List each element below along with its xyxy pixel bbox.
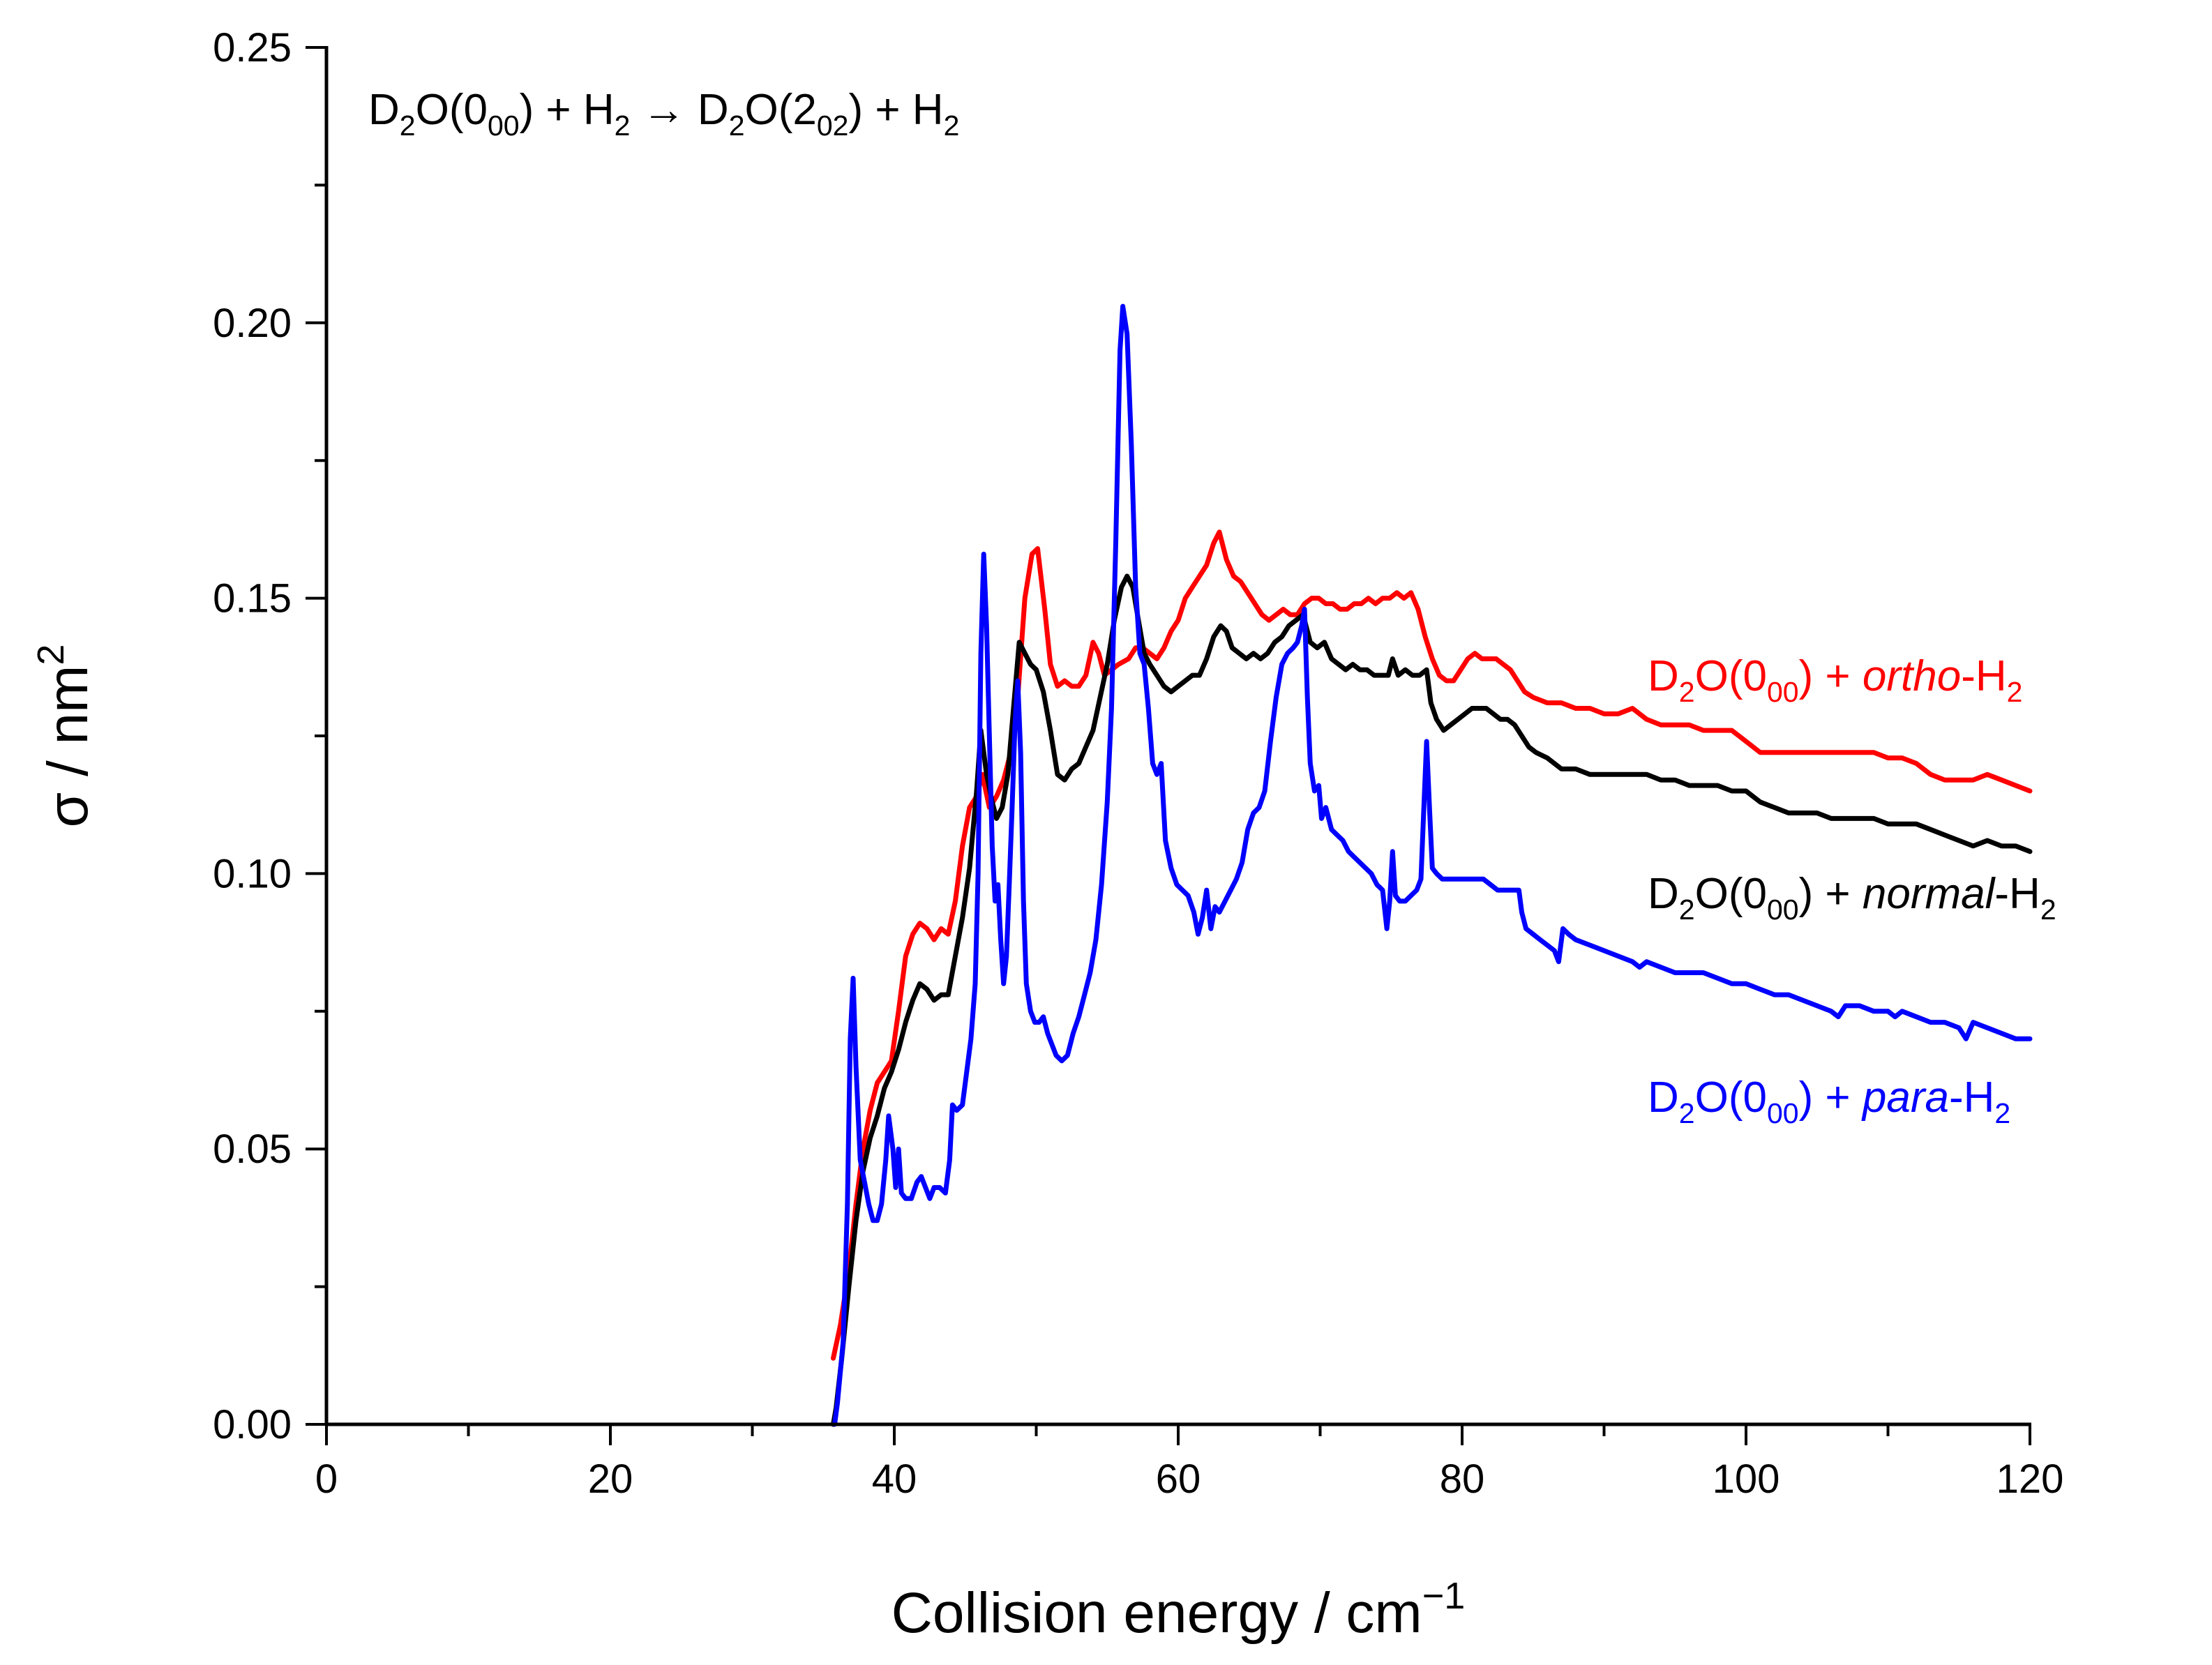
reaction-annotation: D2O(000) + H2 → D2O(202) + H2 [368,86,959,142]
x-tick-label: 120 [1996,1456,2064,1502]
legend-label-1: D2O(000) + ortho-H2 [1648,652,2022,708]
y-tick-label: 0.20 [213,301,292,346]
y-tick-label: 0.10 [213,851,292,896]
y-tick-label: 0.05 [213,1127,292,1172]
legend: D2O(000) + ortho-H2 D2O(000) + normal-H2 D… [1648,652,2056,1129]
legend-label-3: D2O(000) + para-H2 [1648,1073,2010,1129]
x-tick-label: 20 [588,1456,633,1502]
x-tick-label: 40 [872,1456,917,1502]
y-axis-title: σ / nm2 [30,645,100,828]
x-tick-label: 80 [1440,1456,1485,1502]
x-tick-label: 100 [1713,1456,1780,1502]
x-tick-label: 0 [315,1456,338,1502]
series-line-3 [832,303,2033,1427]
ticks: 0 20 40 60 80 100 120 0.00 0.05 0.10 0.15 0.20 0.25 [213,25,2063,1502]
x-tick-label: 60 [1156,1456,1201,1502]
plot-series [831,303,2033,1427]
y-tick-label: 0.00 [213,1402,292,1447]
y-tick-label: 0.25 [213,25,292,70]
y-tick-label: 0.15 [213,576,292,621]
x-axis-title: Collision energy / cm−1 [891,1575,1466,1645]
legend-label-2: D2O(000) + normal-H2 [1648,870,2056,926]
